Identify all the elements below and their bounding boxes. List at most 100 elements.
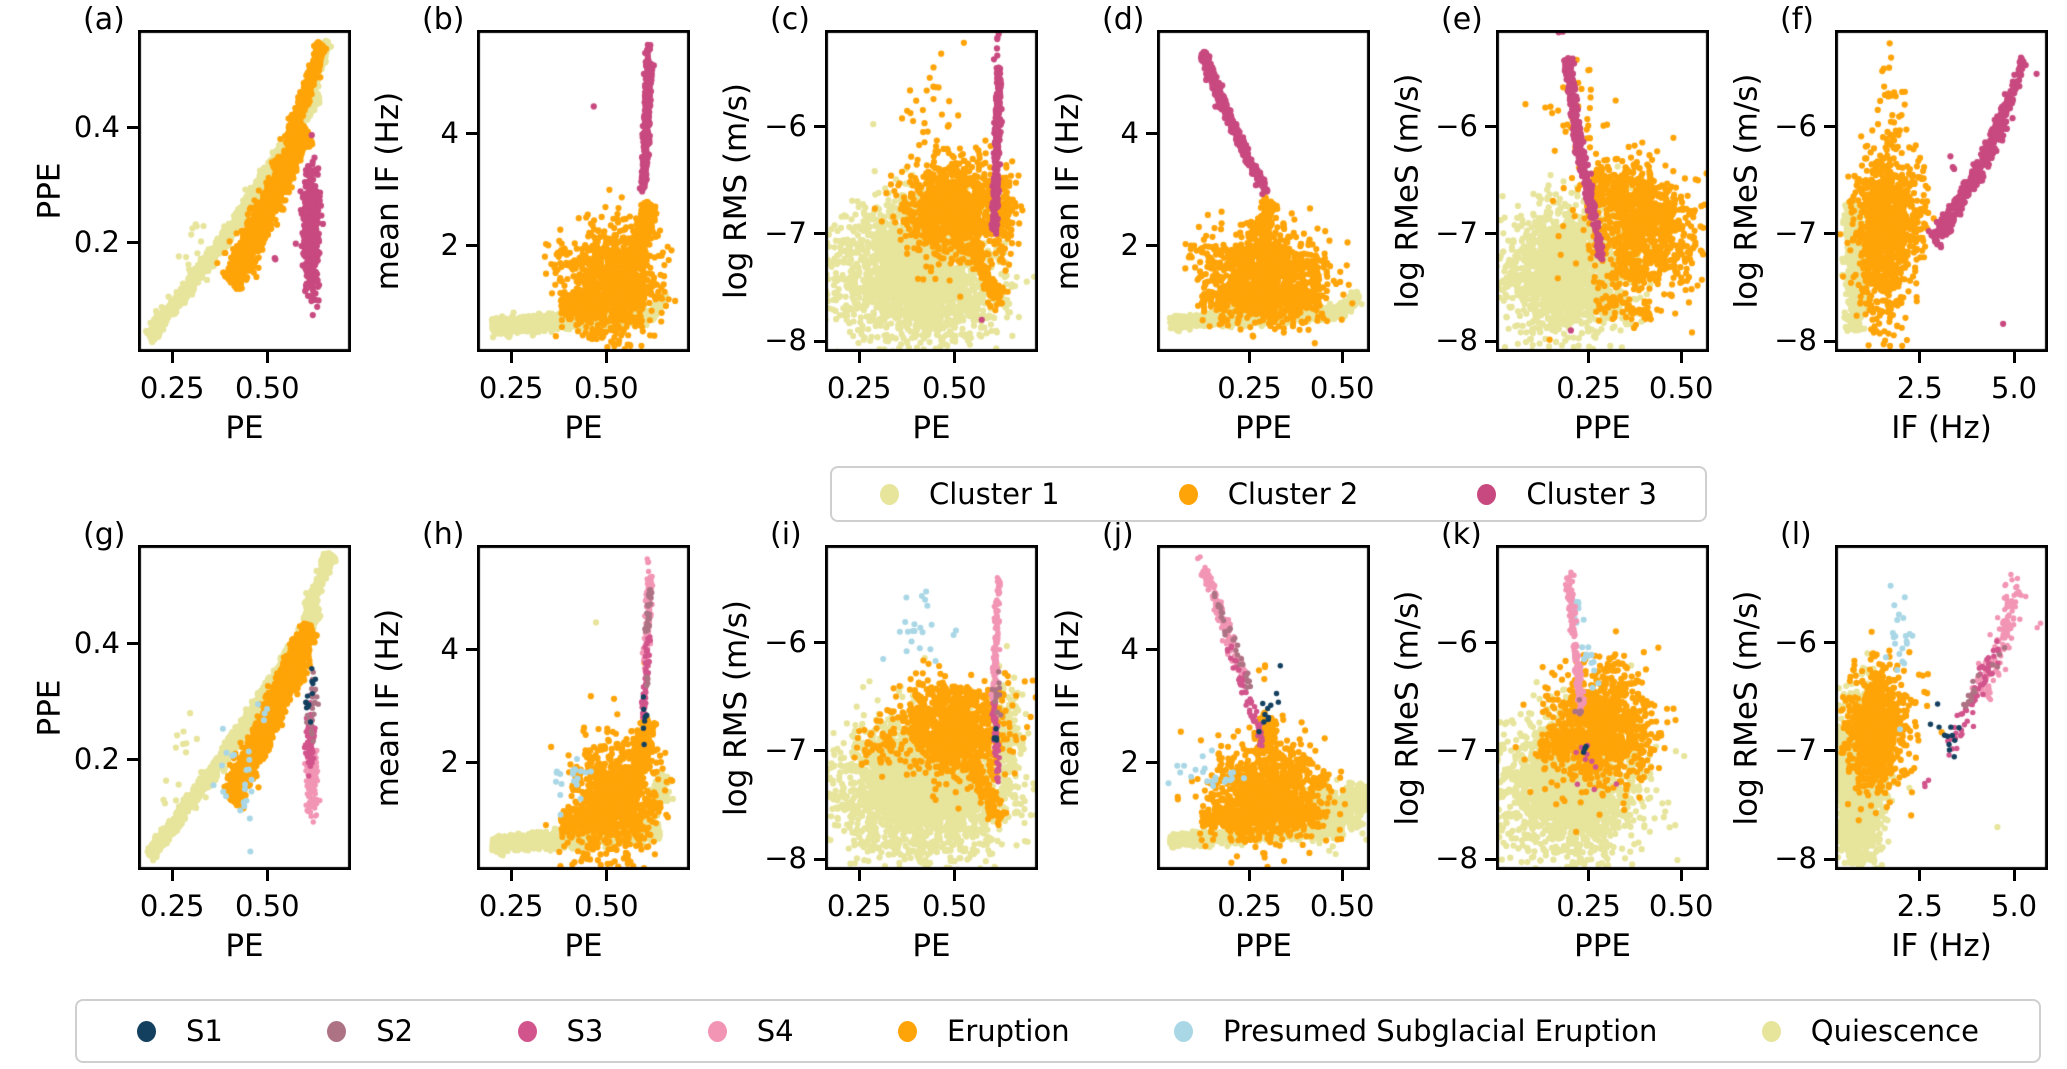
y-tick-label: −7 bbox=[1435, 732, 1478, 767]
y-tick-label: −8 bbox=[1774, 323, 1817, 358]
legend-marker bbox=[1178, 483, 1198, 505]
x-tick bbox=[857, 870, 861, 881]
y-axis-label-i: log RMS (m/s) bbox=[713, 545, 759, 870]
x-tick bbox=[170, 352, 174, 363]
y-tick bbox=[466, 132, 477, 136]
scatter-canvas-f bbox=[1835, 30, 2048, 352]
x-tick bbox=[265, 870, 269, 881]
y-axis-label-j: mean IF (Hz) bbox=[1045, 545, 1091, 870]
legend-label: Cluster 3 bbox=[1526, 477, 1657, 511]
y-tick bbox=[1824, 125, 1835, 129]
y-tick bbox=[1485, 857, 1496, 861]
y-tick bbox=[127, 642, 138, 646]
legend-marker bbox=[137, 1020, 156, 1042]
y-tick bbox=[1146, 132, 1157, 136]
y-tick-label: 2 bbox=[440, 227, 459, 262]
x-tick-label: 0.50 bbox=[1309, 371, 1375, 405]
y-tick-label: 2 bbox=[1120, 227, 1139, 262]
x-axis-label-b: PE bbox=[564, 410, 603, 446]
x-tick bbox=[1587, 870, 1591, 881]
y-tick-label: −8 bbox=[1435, 323, 1478, 358]
y-tick-label: 4 bbox=[440, 115, 459, 150]
y-tick-label: 0.4 bbox=[73, 109, 120, 144]
y-tick-label: −6 bbox=[764, 108, 807, 143]
x-tick bbox=[2012, 352, 2016, 363]
panel-letter-a: (a) bbox=[83, 2, 125, 37]
y-axis-label-a: PPE bbox=[26, 30, 72, 352]
x-tick bbox=[170, 870, 174, 881]
x-tick-label: 0.25 bbox=[1217, 371, 1282, 405]
y-tick bbox=[1485, 749, 1496, 753]
y-tick-label: −8 bbox=[764, 841, 807, 876]
y-tick bbox=[1824, 749, 1835, 753]
y-tick bbox=[1824, 339, 1835, 343]
y-tick bbox=[1146, 761, 1157, 765]
x-tick-label: 0.50 bbox=[1309, 889, 1375, 923]
x-tick bbox=[1587, 352, 1591, 363]
legend-label: Cluster 2 bbox=[1227, 477, 1359, 511]
legend-label: S2 bbox=[376, 1014, 414, 1048]
y-tick bbox=[1485, 641, 1496, 644]
y-tick-label: −6 bbox=[1435, 108, 1478, 143]
legend-item-eruption: Eruption bbox=[898, 1014, 1070, 1048]
y-tick bbox=[1146, 244, 1157, 248]
legend-label: S3 bbox=[566, 1014, 604, 1048]
x-tick bbox=[265, 352, 269, 363]
scatter-canvas-l bbox=[1835, 545, 2048, 870]
y-axis-label-b: mean IF (Hz) bbox=[365, 30, 411, 352]
x-axis-label-f: IF (Hz) bbox=[1891, 410, 1992, 446]
scatter-canvas-i bbox=[825, 545, 1038, 870]
legend-marker bbox=[1477, 483, 1497, 505]
y-tick-label: −8 bbox=[1774, 841, 1817, 876]
y-tick bbox=[1824, 641, 1835, 644]
y-tick-label: −6 bbox=[1774, 624, 1817, 659]
y-tick bbox=[1485, 339, 1496, 343]
class-legend: S1 S2 S3 S4 Eruption Presumed Subglacial Erup… bbox=[75, 999, 2041, 1063]
y-tick-label: −7 bbox=[1435, 215, 1478, 250]
x-tick bbox=[952, 870, 956, 881]
x-axis-label-h: PE bbox=[564, 928, 603, 964]
y-tick-label: −6 bbox=[1774, 108, 1817, 143]
x-axis-label-c: PE bbox=[912, 410, 951, 446]
x-tick-label: 0.50 bbox=[574, 889, 639, 923]
y-tick-label: 4 bbox=[440, 631, 459, 666]
x-tick bbox=[509, 870, 513, 881]
y-tick bbox=[127, 241, 138, 245]
x-axis-label-i: PE bbox=[912, 928, 951, 964]
y-tick bbox=[1824, 857, 1835, 861]
x-tick-label: 0.50 bbox=[922, 371, 987, 405]
y-tick bbox=[466, 648, 477, 652]
y-axis-label-h: mean IF (Hz) bbox=[365, 545, 411, 870]
scatter-canvas-k bbox=[1496, 545, 1709, 870]
panel-letter-b: (b) bbox=[422, 2, 465, 37]
x-tick bbox=[604, 870, 608, 881]
cluster-legend: Cluster 1 Cluster 2 Cluster 3 bbox=[830, 466, 1707, 522]
y-tick-label: −7 bbox=[764, 732, 807, 767]
panel-letter-g: (g) bbox=[83, 517, 126, 552]
y-tick-label: −6 bbox=[1435, 624, 1478, 659]
x-tick-label: 0.50 bbox=[1648, 889, 1714, 923]
x-tick bbox=[1679, 870, 1683, 881]
x-tick-label: 0.25 bbox=[826, 371, 892, 405]
y-tick-label: 2 bbox=[440, 744, 459, 779]
scatter-canvas-b bbox=[477, 30, 690, 352]
x-tick-label: 0.50 bbox=[235, 889, 300, 923]
legend-label: Cluster 1 bbox=[929, 477, 1060, 511]
y-axis-label-e: log RMeS (m/s) bbox=[1384, 30, 1430, 352]
scatter-canvas-h bbox=[477, 545, 690, 870]
y-tick bbox=[814, 641, 825, 644]
y-tick-label: 0.4 bbox=[73, 625, 120, 660]
x-tick bbox=[857, 352, 861, 363]
y-axis-label-text: PPE bbox=[31, 162, 68, 220]
legend-marker bbox=[327, 1020, 347, 1042]
x-tick-label: 0.25 bbox=[139, 371, 205, 405]
legend-item-presumed-subglacial-eruption: Presumed Subglacial Eruption bbox=[1173, 1014, 1657, 1048]
legend-item-cluster-3: Cluster 3 bbox=[1477, 477, 1657, 511]
legend-label: S4 bbox=[756, 1014, 794, 1048]
y-tick-label: 0.2 bbox=[73, 224, 120, 259]
panel-letter-c: (c) bbox=[770, 2, 810, 37]
y-axis-label-k: log RMeS (m/s) bbox=[1384, 545, 1430, 870]
y-axis-label-text: PPE bbox=[31, 679, 68, 736]
y-tick-label: 4 bbox=[1120, 115, 1139, 150]
